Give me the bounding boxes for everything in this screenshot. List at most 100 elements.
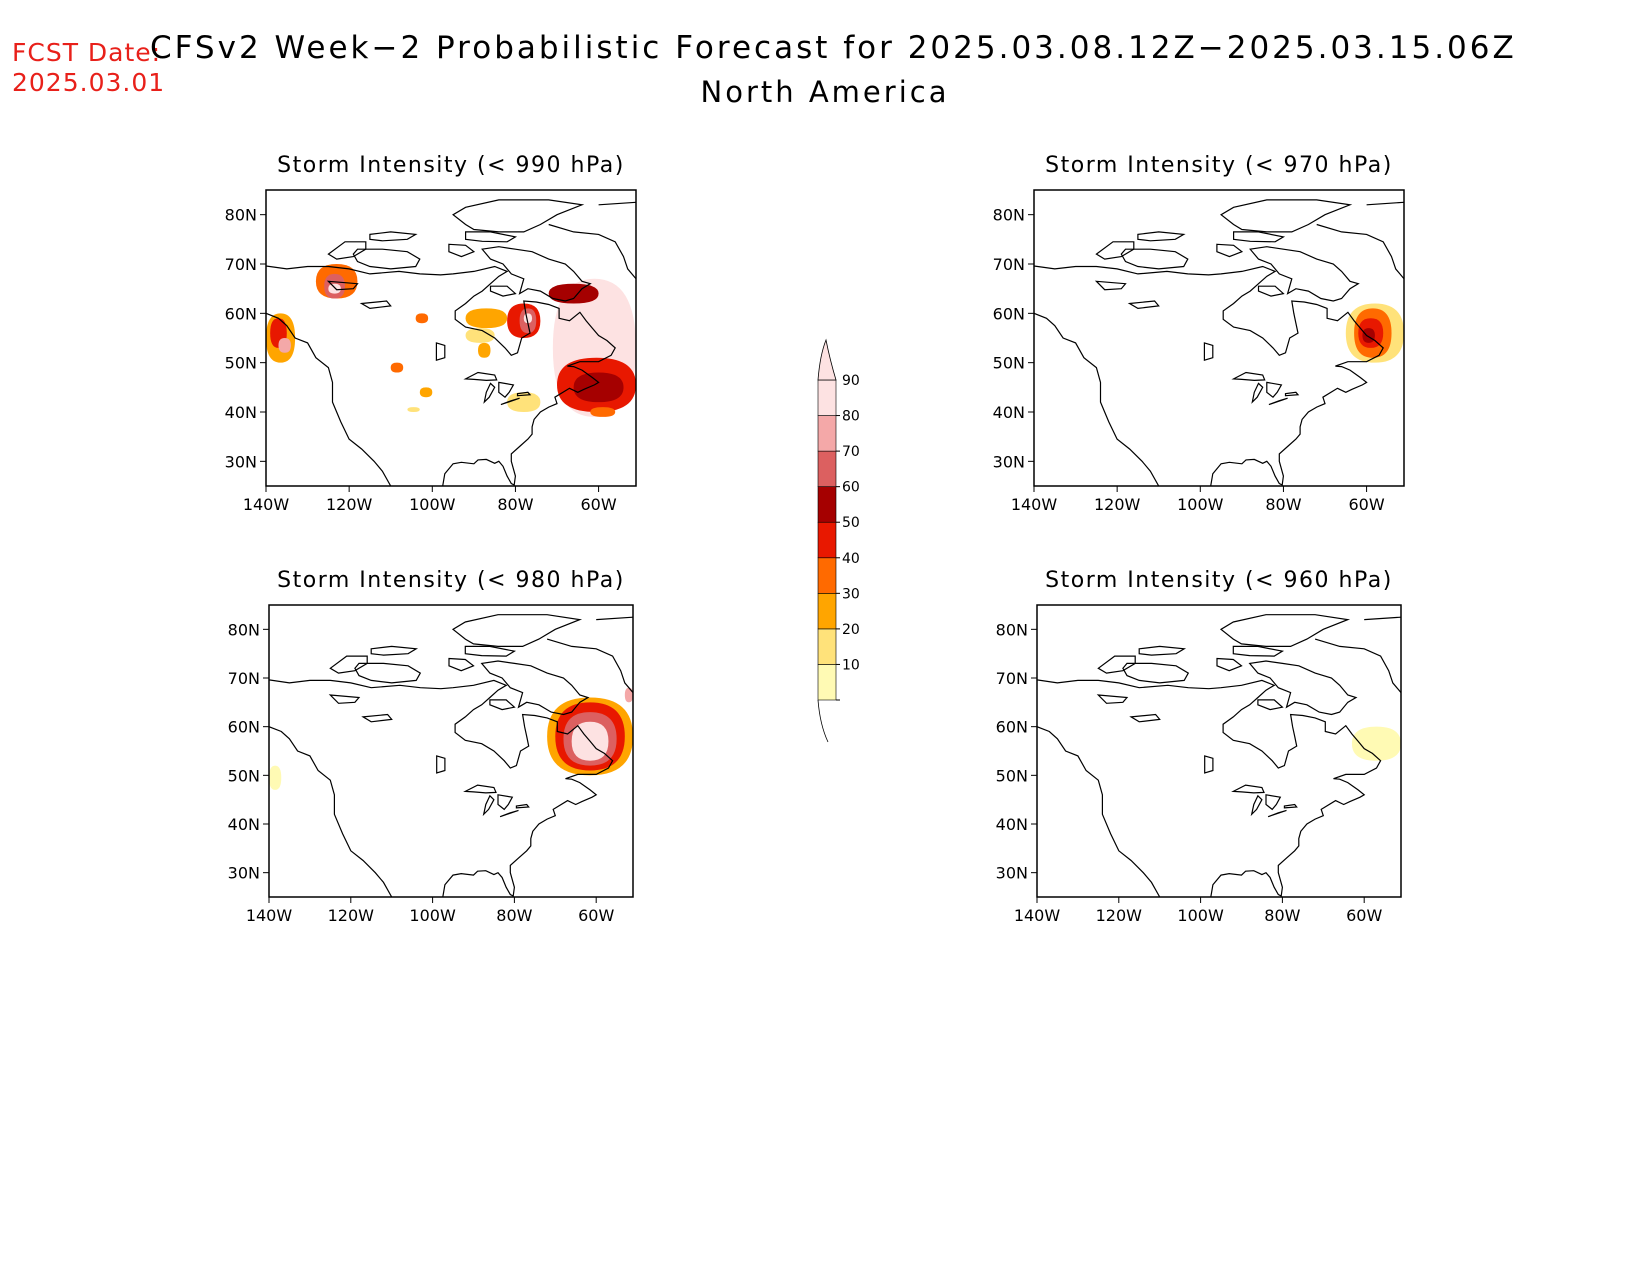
colorbar-label: 80: [842, 409, 860, 425]
land-outline: [448, 243, 476, 258]
land-outline: [1284, 391, 1300, 397]
land-outline: [354, 662, 422, 684]
land-outline: [328, 694, 361, 704]
lat-tick-label: 50N: [225, 354, 257, 373]
coastline: [546, 638, 633, 693]
coastline: [596, 616, 633, 621]
land-outline: [359, 300, 392, 310]
probability-area-40: [390, 362, 404, 373]
land-outline: [329, 655, 368, 674]
coastline: [598, 201, 636, 206]
fcst-date-caption: FCST Date:: [12, 38, 162, 67]
lon-tick-label: 140W: [1011, 495, 1058, 514]
region-title: North America: [700, 75, 950, 109]
land-outline: [1219, 614, 1351, 648]
colorbar-label: 20: [842, 622, 860, 638]
map-frame: [268, 604, 634, 898]
lon-tick-label: 120W: [326, 495, 373, 514]
probability-shading: [1345, 303, 1404, 363]
panel-title: Storm Intensity (< 970 hPa): [1045, 153, 1393, 178]
coastline: [1316, 223, 1404, 280]
lat-tick-label: 40N: [228, 815, 260, 834]
coastline: [1366, 201, 1404, 206]
land-outline: [463, 371, 498, 382]
lat-tick-label: 50N: [228, 766, 260, 785]
lat-tick-label: 80N: [225, 206, 257, 225]
lat-tick-label: 80N: [228, 620, 260, 639]
map-panel-p990: Storm Intensity (< 990 hPa) 30N 40N 50N 60N 7…: [225, 153, 637, 514]
land-outline: [1250, 794, 1263, 817]
lon-tick-label: 100W: [1177, 495, 1224, 514]
land-outline: [1137, 231, 1186, 242]
colorbar-label: 70: [842, 444, 860, 460]
coastline: [269, 679, 614, 897]
map-frame: [265, 189, 637, 487]
colorbar-box-60: [817, 486, 837, 523]
colorbar-box-40: [817, 557, 837, 594]
fcst-date-value: 2025.03.01: [12, 68, 166, 97]
land-outline: [489, 699, 516, 711]
coastline: [1037, 679, 1382, 897]
colorbar-box-50: [817, 521, 837, 559]
lon-tick-label: 120W: [1094, 495, 1141, 514]
probability-area-60: [1362, 328, 1375, 343]
land-outline: [1232, 231, 1286, 243]
land-outline: [489, 285, 517, 297]
coastline: [1314, 638, 1401, 693]
coastline: [269, 726, 393, 897]
lat-tick-label: 50N: [993, 354, 1025, 373]
lon-tick-label: 120W: [328, 906, 375, 925]
colorbar-label: 10: [842, 657, 860, 673]
lon-tick-label: 80W: [496, 906, 532, 925]
land-outline: [369, 231, 418, 242]
land-outline: [1097, 655, 1136, 674]
lon-tick-label: 60W: [580, 495, 616, 514]
coastlines: [266, 199, 636, 486]
probability-area-40: [415, 313, 429, 324]
land-outline: [1251, 382, 1264, 404]
map-frame: [1036, 604, 1402, 898]
land-outline: [1267, 809, 1287, 818]
land-outline: [1204, 755, 1214, 774]
probability-shading: [269, 687, 633, 790]
probability-area-80: [278, 338, 291, 353]
land-outline: [1248, 660, 1358, 716]
lon-tick-label: 100W: [409, 906, 456, 925]
land-outline: [370, 645, 419, 656]
land-outline: [327, 241, 367, 260]
lat-tick-label: 80N: [996, 620, 1028, 639]
land-outline: [1283, 803, 1298, 809]
land-outline: [1138, 645, 1187, 656]
probability-area-60: [548, 283, 599, 304]
probability-area-20: [507, 392, 541, 412]
colorbar-box-10: [817, 664, 837, 701]
lat-tick-label: 50N: [996, 766, 1028, 785]
land-outline: [1129, 713, 1161, 723]
lon-tick-label: 60W: [578, 906, 614, 925]
lat-tick-label: 70N: [225, 255, 257, 274]
coastlines: [269, 614, 633, 897]
probability-area-40: [590, 407, 616, 417]
coastline: [266, 265, 616, 486]
land-outline: [452, 199, 585, 233]
land-outline: [448, 657, 475, 672]
land-outline: [516, 391, 532, 397]
lat-tick-label: 40N: [225, 403, 257, 422]
colorbar-box-20: [817, 628, 837, 665]
land-outline: [1265, 794, 1282, 811]
land-outline: [1268, 397, 1288, 406]
land-outline: [451, 614, 583, 648]
forecast-date-label: FCST Date: 2025.03.01: [12, 38, 165, 98]
land-outline: [1216, 243, 1244, 258]
map-panel-p980: Storm Intensity (< 980 hPa) 30N 40N 50N 60N 7…: [228, 568, 634, 925]
probability-area-10: [269, 765, 282, 790]
land-outline: [497, 794, 514, 811]
probability-area-30: [465, 308, 508, 329]
panel-title: Storm Intensity (< 960 hPa): [1045, 568, 1393, 593]
land-outline: [435, 342, 446, 362]
land-outline: [436, 755, 446, 774]
coastline: [266, 312, 392, 486]
land-outline: [515, 803, 530, 809]
land-outline: [1096, 694, 1129, 704]
